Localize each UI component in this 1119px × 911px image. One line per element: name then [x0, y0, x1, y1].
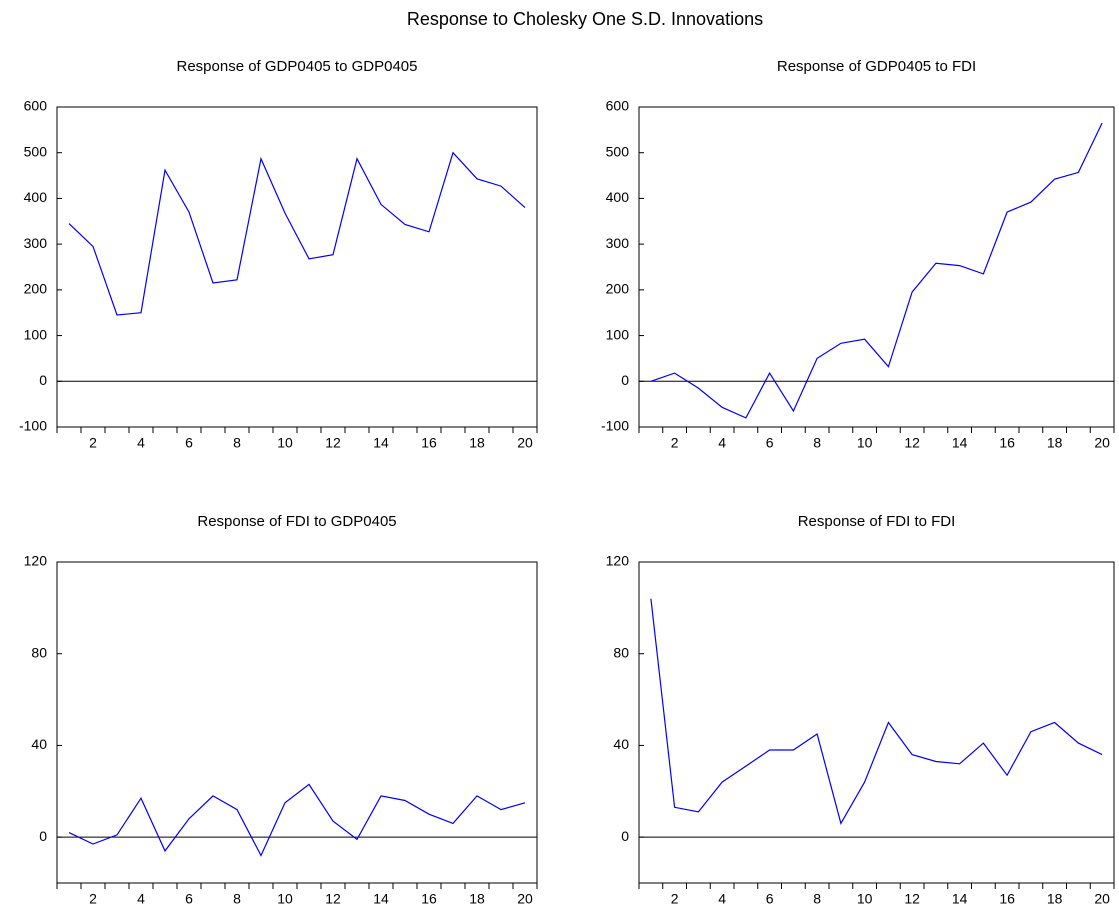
y-tick-label: 120: [24, 553, 48, 569]
y-tick-label: 0: [621, 828, 629, 844]
x-tick-label: 8: [813, 435, 821, 451]
x-tick-label: 8: [233, 435, 241, 451]
y-tick-label: 0: [39, 828, 47, 844]
y-tick-label: 400: [24, 189, 48, 205]
x-tick-label: 20: [517, 891, 533, 907]
x-tick-label: 10: [857, 891, 873, 907]
plot-frame: [56, 106, 538, 428]
y-tick-label: 200: [24, 281, 48, 297]
x-tick-label: 16: [421, 435, 437, 451]
y-tick-label: 80: [31, 644, 47, 660]
panel-title: Response of GDP0405 to GDP0405: [177, 58, 418, 75]
x-tick-label: 16: [999, 891, 1015, 907]
y-tick-label: 600: [606, 98, 630, 114]
x-tick-label: 18: [469, 891, 485, 907]
y-tick-label: 300: [24, 235, 48, 251]
y-tick-label: 100: [606, 326, 630, 342]
x-tick-label: 4: [718, 435, 726, 451]
x-tick-label: 10: [277, 891, 293, 907]
x-tick-label: 2: [671, 891, 679, 907]
x-tick-label: 8: [233, 891, 241, 907]
x-tick-label: 18: [1047, 435, 1063, 451]
y-tick-label: -100: [601, 418, 629, 434]
line: [650, 122, 1103, 419]
plot-frame: [56, 561, 538, 884]
line: [68, 783, 526, 857]
x-tick-label: 6: [766, 891, 774, 907]
x-tick-label: 6: [185, 891, 193, 907]
x-tick-label: 4: [137, 435, 145, 451]
x-tick-label: 2: [89, 891, 97, 907]
x-tick-label: 12: [325, 891, 341, 907]
y-tick-label: 120: [606, 553, 630, 569]
y-tick-label: 0: [621, 372, 629, 388]
line: [650, 598, 1103, 825]
x-tick-label: 20: [1094, 891, 1110, 907]
figure-title: Response to Cholesky One S.D. Innovation…: [407, 9, 763, 29]
y-tick-label: 0: [39, 372, 47, 388]
y-tick-label: 500: [24, 143, 48, 159]
x-tick-label: 12: [904, 435, 920, 451]
y-tick-label: 600: [24, 98, 48, 114]
x-tick-label: 14: [952, 435, 968, 451]
y-tick-label: 300: [606, 235, 630, 251]
x-tick-label: 20: [1094, 435, 1110, 451]
x-tick-label: 4: [137, 891, 145, 907]
x-tick-label: 18: [469, 435, 485, 451]
x-tick-label: 2: [89, 435, 97, 451]
y-tick-label: 40: [31, 736, 47, 752]
x-tick-label: 6: [766, 435, 774, 451]
plot-frame: [638, 561, 1115, 884]
x-tick-label: 8: [813, 891, 821, 907]
line: [68, 151, 526, 316]
y-tick-label: 500: [606, 143, 630, 159]
x-tick-label: 20: [517, 435, 533, 451]
x-tick-label: 14: [373, 435, 389, 451]
y-tick-label: 100: [24, 326, 48, 342]
y-tick-label: 80: [613, 644, 629, 660]
x-tick-label: 14: [952, 891, 968, 907]
y-tick-label: 40: [613, 736, 629, 752]
x-tick-label: 12: [904, 891, 920, 907]
y-tick-label: 400: [606, 189, 630, 205]
panel-title: Response of FDI to GDP0405: [197, 513, 396, 530]
x-tick-label: 12: [325, 435, 341, 451]
x-tick-label: 16: [999, 435, 1015, 451]
x-tick-label: 4: [718, 891, 726, 907]
x-tick-label: 6: [185, 435, 193, 451]
x-tick-label: 18: [1047, 891, 1063, 907]
x-tick-label: 16: [421, 891, 437, 907]
y-tick-label: -100: [19, 418, 47, 434]
x-tick-label: 2: [671, 435, 679, 451]
x-tick-label: 10: [277, 435, 293, 451]
panel-title: Response of FDI to FDI: [798, 513, 956, 530]
x-tick-label: 10: [857, 435, 873, 451]
plot-frame: [638, 106, 1115, 428]
panel-title: Response of GDP0405 to FDI: [777, 58, 976, 75]
x-tick-label: 14: [373, 891, 389, 907]
y-tick-label: 200: [606, 281, 630, 297]
